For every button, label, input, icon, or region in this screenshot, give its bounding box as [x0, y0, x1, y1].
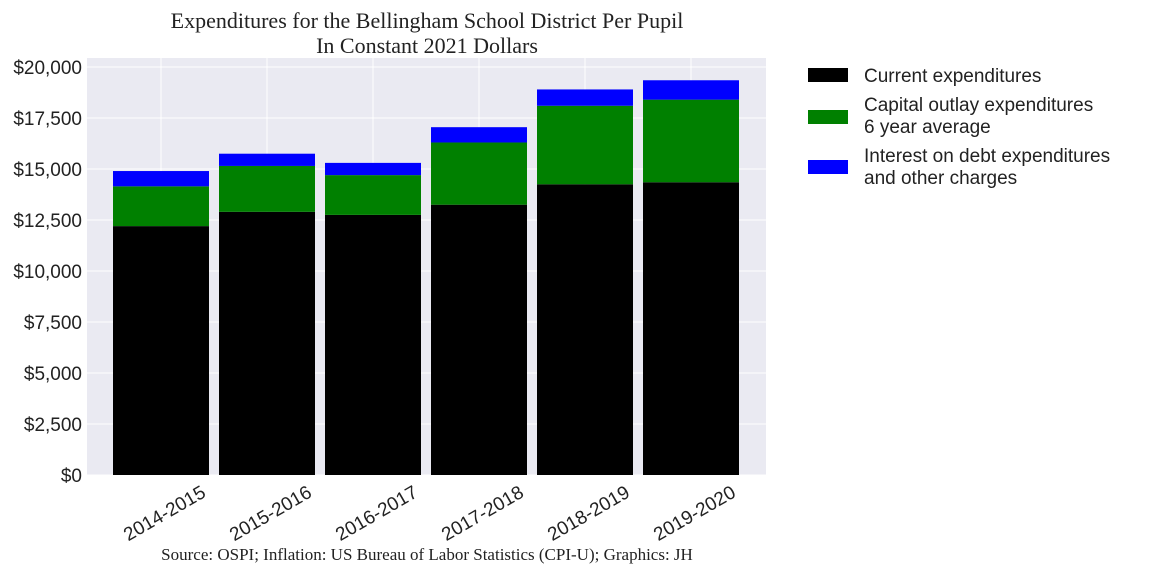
y-tick-labels: $0 $2,500 $5,000 $7,500 $10,000 $12,500 $15,00… — [13, 58, 82, 487]
bar-current-2019-2020 — [643, 182, 739, 475]
bar-current-2017-2018 — [431, 204, 527, 475]
bar-interest-2014-2015 — [113, 171, 209, 187]
x-tick-label: 2017-2018 — [438, 482, 527, 546]
y-tick-label: $2,500 — [24, 415, 82, 436]
bar-interest-2017-2018 — [431, 127, 527, 143]
bar-current-2015-2016 — [219, 211, 315, 475]
legend-label-current: Current expenditures — [864, 66, 1041, 87]
legend-label-capital-line-1: Capital outlay expenditures — [864, 95, 1093, 116]
bars — [113, 80, 739, 476]
x-tick-label: 2014-2015 — [120, 482, 209, 546]
y-tick-label: $10,000 — [13, 262, 82, 283]
x-tick-label: 2018-2019 — [544, 482, 633, 546]
bar-interest-2018-2019 — [537, 89, 633, 106]
x-tick-label: 2016-2017 — [332, 482, 421, 546]
bar-current-2016-2017 — [325, 214, 421, 475]
legend: Current expenditures Capital outlay expe… — [808, 66, 1110, 189]
bar-interest-2019-2020 — [643, 80, 739, 100]
chart-title-line-1: Expenditures for the Bellingham School D… — [171, 8, 684, 33]
x-tick-label: 2019-2020 — [650, 482, 739, 546]
bar-capital-2014-2015 — [113, 186, 209, 227]
y-tick-label: $12,500 — [13, 211, 82, 232]
legend-label-interest-line-1: Interest on debt expenditures — [864, 146, 1110, 167]
bar-interest-2016-2017 — [325, 162, 421, 176]
y-tick-label: $20,000 — [13, 58, 82, 79]
bar-capital-2018-2019 — [537, 105, 633, 185]
legend-swatch-current — [808, 68, 848, 82]
legend-label-interest-line-2: and other charges — [864, 168, 1017, 189]
bar-current-2018-2019 — [537, 184, 633, 476]
y-tick-label: $5,000 — [24, 364, 82, 385]
y-tick-label: $0 — [61, 466, 82, 487]
x-tick-label: 2015-2016 — [226, 482, 315, 546]
y-tick-label: $15,000 — [13, 160, 82, 181]
legend-swatch-capital — [808, 110, 848, 124]
legend-label-capital-line-2: 6 year average — [864, 117, 991, 138]
legend-swatch-interest — [808, 160, 848, 174]
x-tick-labels: 2014-2015 2015-2016 2016-2017 2017-2018 2018… — [120, 482, 739, 546]
y-tick-label: $7,500 — [24, 313, 82, 334]
chart-title-line-2: In Constant 2021 Dollars — [316, 33, 538, 58]
y-tick-label: $17,500 — [13, 109, 82, 130]
source-note: Source: OSPI; Inflation: US Bureau of La… — [161, 545, 693, 564]
bar-capital-2019-2020 — [643, 99, 739, 183]
bar-capital-2016-2017 — [325, 175, 421, 215]
bar-capital-2017-2018 — [431, 142, 527, 205]
bar-current-2014-2015 — [113, 226, 209, 475]
bar-interest-2015-2016 — [219, 153, 315, 166]
bar-capital-2015-2016 — [219, 165, 315, 212]
